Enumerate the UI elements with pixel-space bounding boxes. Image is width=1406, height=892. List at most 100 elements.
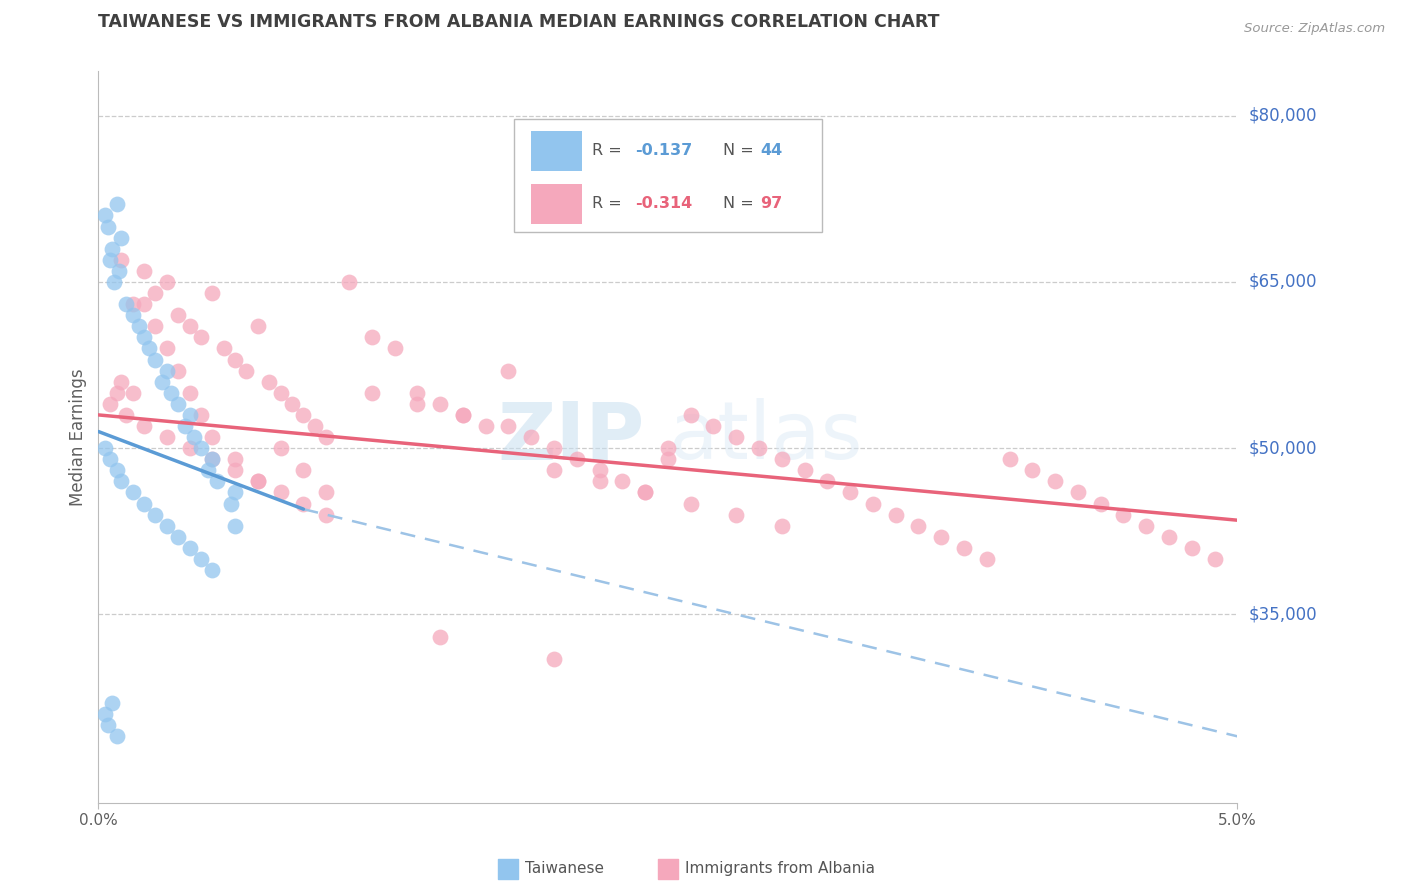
Point [1135, 518, 1157, 533]
Point [160, 385, 183, 400]
Point [121, 297, 143, 311]
Point [94, 441, 117, 455]
Point [201, 452, 224, 467]
Point [1204, 552, 1226, 566]
Point [156, 342, 179, 356]
Text: $35,000: $35,000 [1249, 606, 1317, 624]
Point [679, 497, 702, 511]
Text: TAIWANESE VS IMMIGRANTS FROM ALBANIA MEDIAN EARNINGS CORRELATION CHART: TAIWANESE VS IMMIGRANTS FROM ALBANIA MED… [98, 13, 941, 31]
Point [406, 385, 429, 400]
Text: Taiwanese: Taiwanese [526, 861, 605, 876]
Point [94, 707, 117, 722]
Text: -0.137: -0.137 [636, 143, 692, 158]
Point [145, 352, 167, 367]
Point [612, 475, 634, 489]
Point [156, 518, 179, 533]
Point [281, 397, 304, 411]
Point [543, 651, 565, 665]
Point [167, 530, 190, 544]
Point [96, 718, 118, 732]
Point [1043, 475, 1066, 489]
Point [474, 419, 496, 434]
Point [156, 430, 179, 444]
Point [156, 275, 179, 289]
Text: 97: 97 [761, 196, 782, 211]
Point [315, 485, 337, 500]
Point [190, 552, 212, 566]
Point [101, 696, 124, 710]
Point [725, 508, 748, 522]
Point [634, 485, 657, 500]
Point [145, 319, 167, 334]
Point [406, 397, 429, 411]
Point [190, 330, 212, 344]
Point [770, 518, 793, 533]
Point [998, 452, 1021, 467]
Text: Immigrants from Albania: Immigrants from Albania [685, 861, 875, 876]
Point [105, 729, 128, 743]
Point [98, 397, 121, 411]
Point [183, 430, 205, 444]
Point [224, 463, 246, 477]
Point [588, 463, 610, 477]
FancyBboxPatch shape [531, 184, 582, 224]
Point [1067, 485, 1090, 500]
Point [976, 552, 998, 566]
Point [201, 430, 224, 444]
Point [292, 408, 315, 422]
Y-axis label: Median Earnings: Median Earnings [69, 368, 87, 506]
Point [953, 541, 976, 555]
Point [315, 508, 337, 522]
Point [929, 530, 952, 544]
Point [862, 497, 884, 511]
Point [270, 485, 292, 500]
Point [270, 441, 292, 455]
Point [94, 209, 117, 223]
Point [190, 408, 212, 422]
Text: 44: 44 [761, 143, 782, 158]
Point [565, 452, 588, 467]
Point [657, 452, 679, 467]
Point [384, 342, 406, 356]
Point [1157, 530, 1180, 544]
Point [110, 230, 132, 244]
Text: N =: N = [723, 143, 758, 158]
Text: $80,000: $80,000 [1249, 107, 1317, 125]
Point [212, 342, 235, 356]
Point [292, 463, 315, 477]
Point [205, 475, 228, 489]
Text: -0.314: -0.314 [636, 196, 692, 211]
Point [132, 264, 155, 278]
Point [498, 419, 520, 434]
Point [121, 308, 143, 322]
Point [292, 497, 315, 511]
Point [815, 475, 838, 489]
Point [179, 385, 201, 400]
Point [138, 342, 160, 356]
Point [132, 419, 155, 434]
Point [174, 419, 197, 434]
FancyBboxPatch shape [515, 119, 821, 232]
Point [634, 485, 657, 500]
Point [103, 275, 125, 289]
Point [98, 252, 121, 267]
Text: R =: R = [592, 196, 627, 211]
Point [105, 197, 128, 211]
Point [770, 452, 793, 467]
Point [1112, 508, 1135, 522]
Point [105, 385, 128, 400]
Point [246, 475, 269, 489]
Point [246, 475, 269, 489]
Point [121, 485, 143, 500]
Point [657, 441, 679, 455]
Text: Source: ZipAtlas.com: Source: ZipAtlas.com [1244, 22, 1385, 36]
Point [429, 630, 451, 644]
Point [907, 518, 929, 533]
Point [360, 330, 382, 344]
Point [270, 385, 292, 400]
Point [167, 363, 190, 377]
Point [167, 397, 190, 411]
Point [108, 264, 131, 278]
Point [96, 219, 118, 234]
Point [543, 463, 565, 477]
